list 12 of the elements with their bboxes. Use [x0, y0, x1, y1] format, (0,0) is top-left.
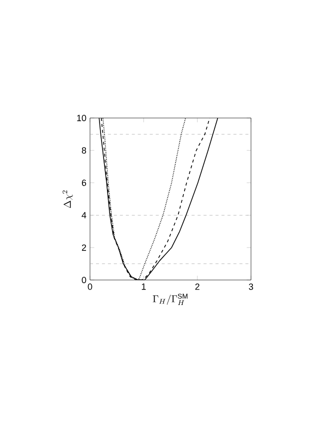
x-tick-label: 3 [248, 284, 254, 290]
y-axis-title: $\Delta\chi^2$ [62, 190, 73, 208]
y-tick-label: 2 [82, 244, 86, 251]
y-tick-label: 0 [82, 276, 86, 284]
x-tick-label: 0 [88, 284, 92, 290]
y-tick-label: 8 [82, 147, 86, 154]
x-axis-title: $\Gamma_H/\Gamma_H^{\rm SM}$ [152, 294, 188, 306]
y-tick-label: 4 [82, 212, 86, 218]
x-tick-label: 1 [142, 284, 146, 290]
x-tick-label: 2 [195, 284, 200, 290]
y-tick-label: 10 [77, 114, 86, 122]
y-tick-label: 6 [82, 180, 86, 186]
